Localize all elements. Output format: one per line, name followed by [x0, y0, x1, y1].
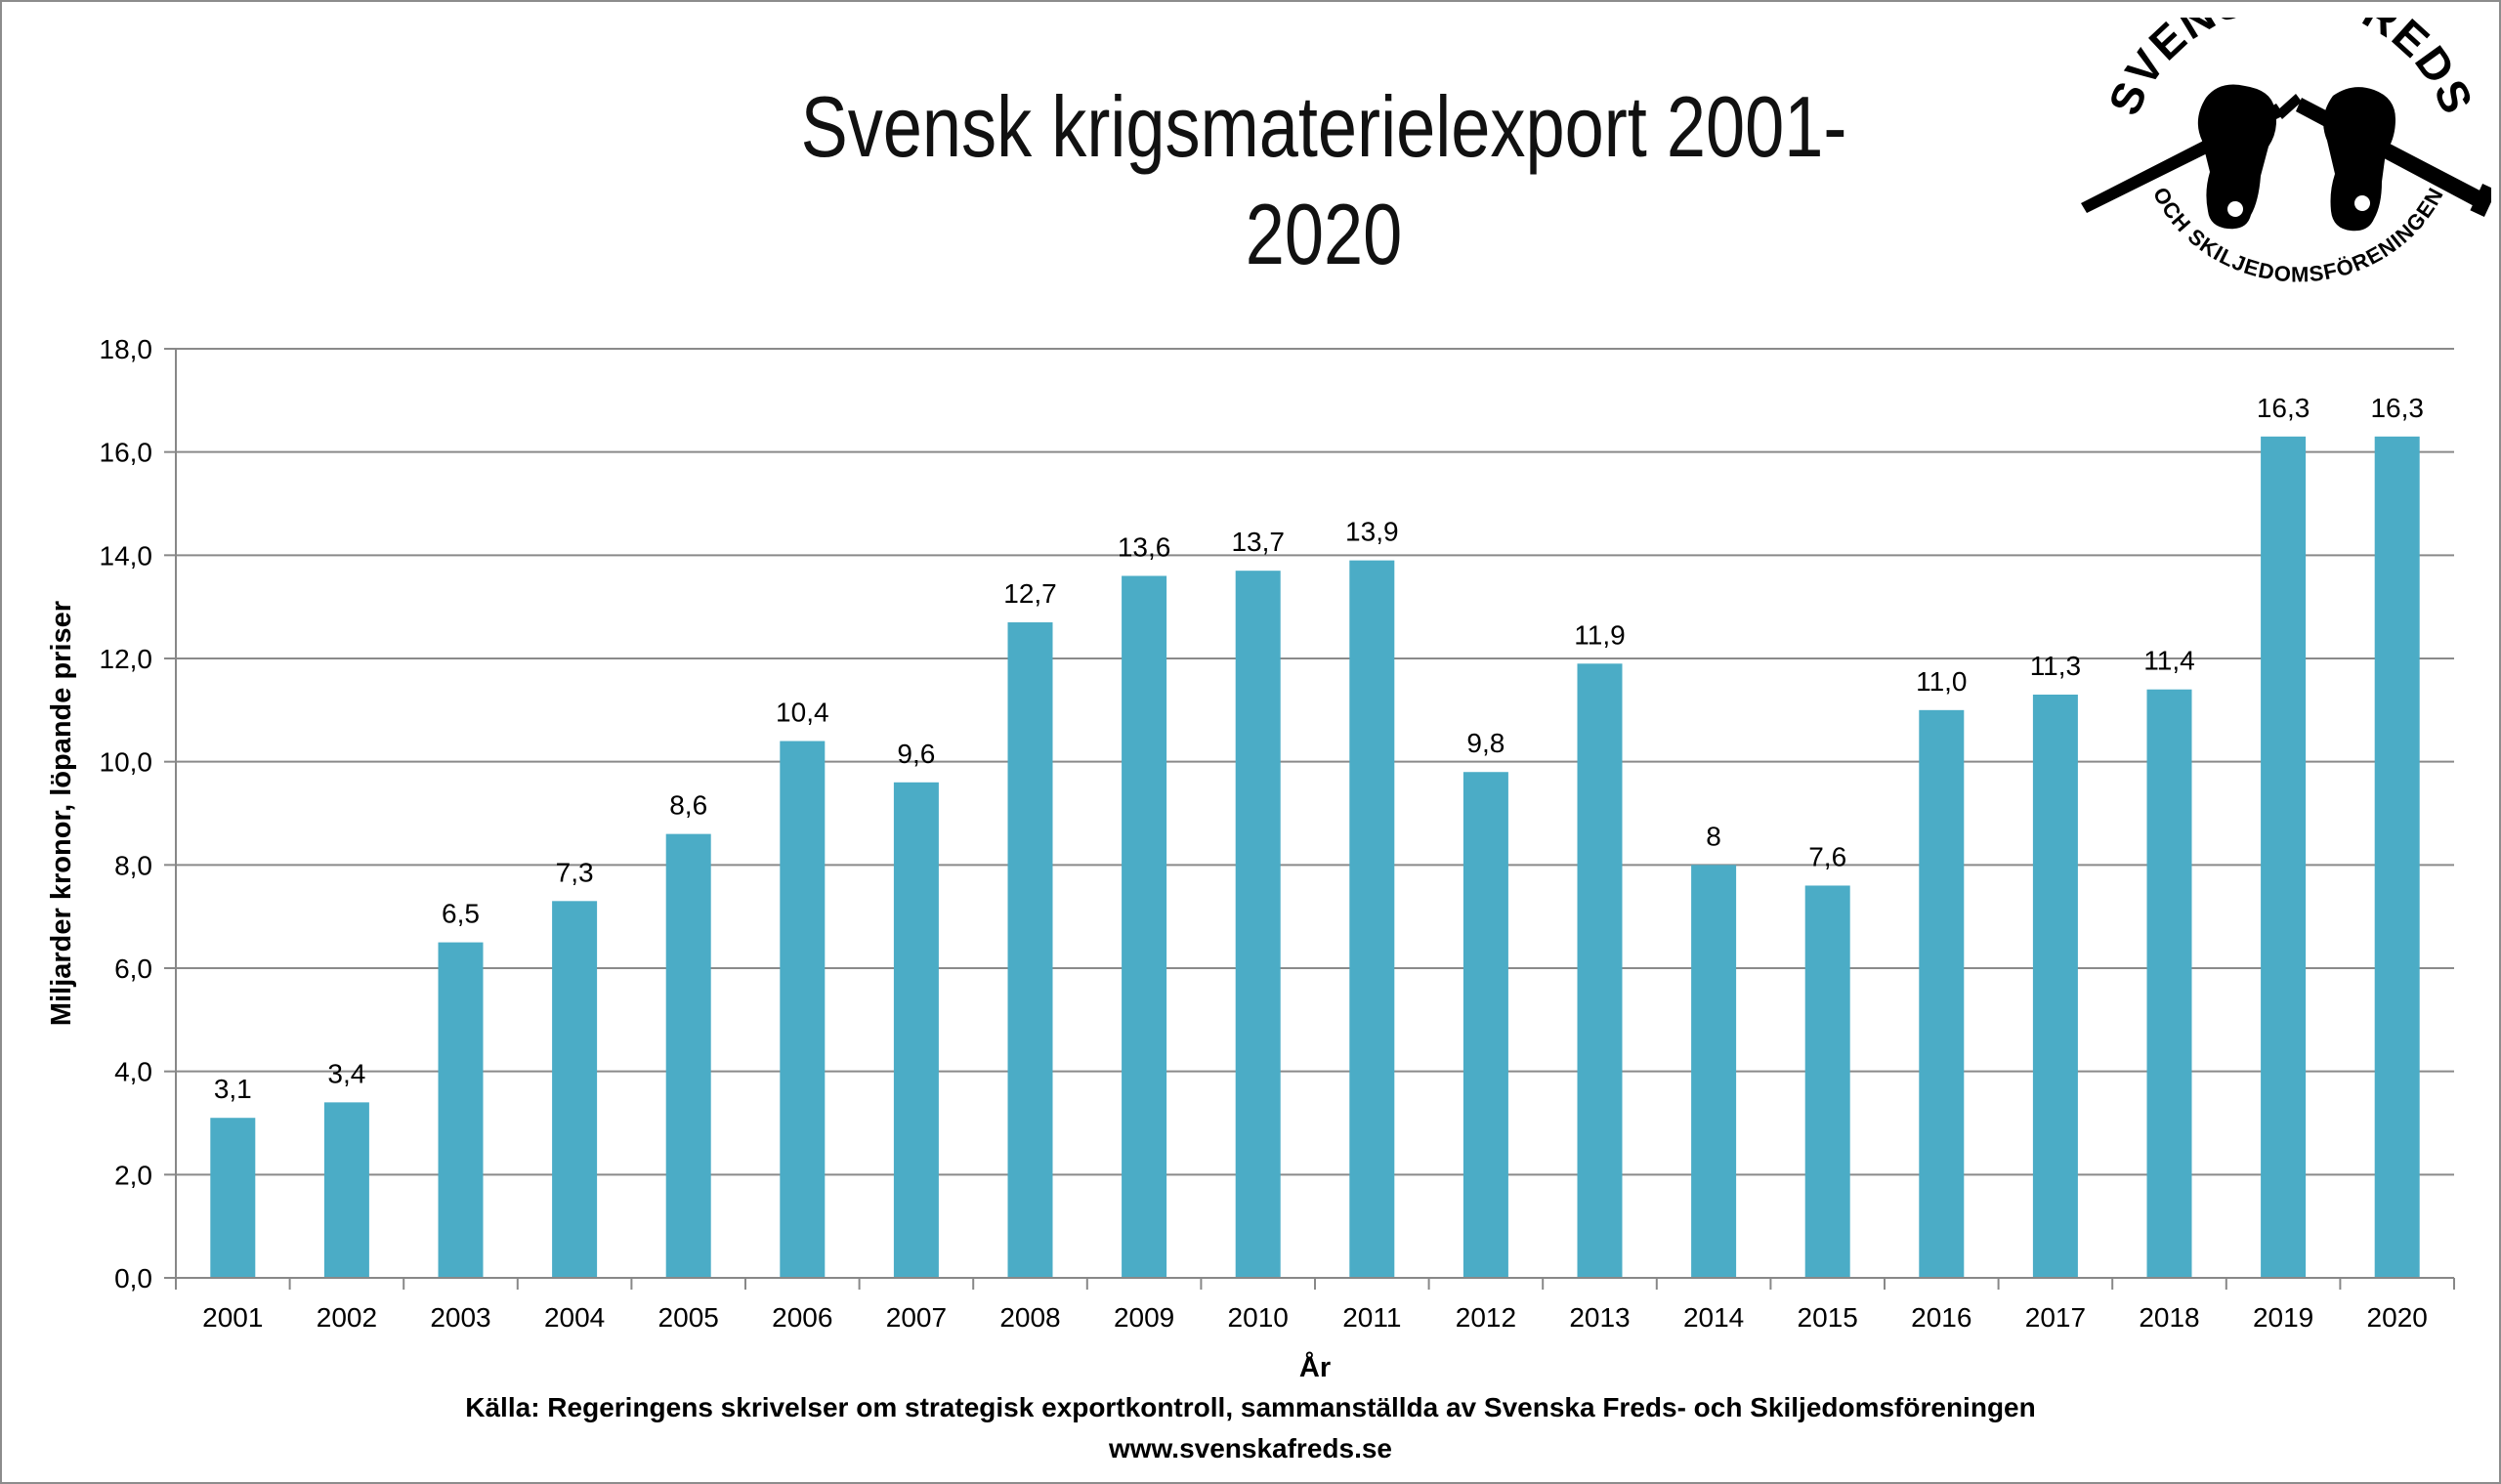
x-tick-label: 2003: [430, 1302, 490, 1333]
bar-2001: [210, 1118, 256, 1278]
bar-2020: [2374, 436, 2420, 1279]
data-label-2004: 7,3: [556, 857, 594, 887]
bars: [210, 436, 2420, 1279]
x-tick-label: 2002: [317, 1302, 377, 1333]
y-tick-label: 16,0: [100, 438, 153, 468]
bar-2008: [1007, 622, 1053, 1278]
bar-2017: [2032, 694, 2078, 1278]
bar-2016: [1919, 709, 1965, 1278]
x-tick-label: 2004: [544, 1302, 605, 1333]
data-label-2014: 8: [1706, 821, 1721, 851]
data-label-2018: 11,4: [2143, 646, 2194, 676]
x-tick-label: 2009: [1114, 1302, 1174, 1333]
x-tick-label: 2019: [2253, 1302, 2313, 1333]
bar-2010: [1235, 571, 1281, 1278]
data-label-2013: 11,9: [1574, 619, 1625, 650]
bar-2018: [2146, 689, 2192, 1278]
y-tick-label: 12,0: [100, 644, 153, 674]
data-label-2005: 8,6: [669, 790, 707, 821]
x-tick-label: 2005: [658, 1302, 719, 1333]
data-label-2002: 3,4: [327, 1058, 365, 1088]
y-tick-label: 14,0: [100, 540, 153, 571]
data-label-2011: 13,9: [1345, 517, 1399, 547]
y-tick-label: 18,0: [100, 334, 153, 364]
data-label-2017: 11,3: [2030, 651, 2081, 681]
x-axis-title: År: [1299, 1351, 1331, 1383]
data-label-2008: 12,7: [1003, 578, 1057, 609]
x-tick-label: 2012: [1456, 1302, 1516, 1333]
data-label-2020: 16,3: [2370, 393, 2424, 423]
y-tick-label: 10,0: [100, 747, 153, 778]
data-label-2001: 3,1: [214, 1074, 252, 1104]
x-tick-label: 2017: [2025, 1302, 2086, 1333]
bar-2005: [665, 833, 711, 1278]
data-labels: 3,1 3,4 6,5 7,3 8,6 10,4 9,6 12,7 13,6 13,7 13,9 9,…: [214, 393, 2424, 1104]
x-tick-label: 2018: [2139, 1302, 2199, 1333]
y-tick-label: 0,0: [114, 1263, 152, 1293]
data-label-2009: 13,6: [1118, 531, 1171, 562]
x-tick-label: 2011: [1342, 1302, 1401, 1333]
bar-2002: [323, 1102, 369, 1278]
data-label-2003: 6,5: [442, 899, 480, 929]
y-axis-ticks: 0,0 2,0 4,0 6,0 8,0 10,0 12,0 14,0 16,0 18,0: [100, 334, 177, 1293]
x-tick-label: 2020: [2367, 1302, 2428, 1333]
hands-breaking-rifle-icon: [2081, 84, 2491, 232]
bar-2019: [2261, 436, 2307, 1279]
bar-2003: [438, 942, 484, 1278]
bar-2013: [1577, 663, 1623, 1278]
y-tick-label: 6,0: [114, 954, 152, 984]
x-tick-label: 2015: [1798, 1302, 1858, 1333]
logo: SVENSKA FREDS OCH SKILJEDOMSFÖRENINGEN: [2081, 18, 2491, 286]
data-label-2019: 16,3: [2257, 393, 2310, 423]
y-axis-title: Miljarder kronor, löpande priser: [46, 601, 77, 1026]
data-label-2006: 10,4: [776, 698, 829, 728]
data-label-2012: 9,8: [1466, 728, 1505, 758]
x-tick-label: 2013: [1569, 1302, 1630, 1333]
bar-2012: [1462, 772, 1508, 1278]
bar-2011: [1349, 560, 1395, 1278]
y-tick-label: 8,0: [114, 850, 152, 880]
x-tick-label: 2001: [202, 1302, 263, 1333]
x-tick-label: 2016: [1911, 1302, 1971, 1333]
bar-2009: [1122, 575, 1167, 1278]
website-url: www.svenskafreds.se: [1108, 1433, 1392, 1463]
bar-2015: [1804, 885, 1850, 1278]
bar-2007: [893, 782, 939, 1278]
data-label-2015: 7,6: [1808, 841, 1846, 871]
gridlines: [176, 348, 2454, 1176]
x-tick-label: 2008: [999, 1302, 1060, 1333]
source-note: Källa: Regeringens skrivelser om strateg…: [465, 1392, 2036, 1422]
chart-title: Svensk krigsmaterielexport 2001-2020: [800, 78, 1847, 282]
x-tick-label: 2010: [1228, 1302, 1289, 1333]
data-label-2016: 11,0: [1916, 666, 1967, 697]
bar-2004: [552, 901, 598, 1278]
x-tick-label: 2006: [772, 1302, 832, 1333]
data-label-2010: 13,7: [1231, 527, 1285, 557]
y-tick-label: 4,0: [114, 1057, 152, 1087]
x-tick-label: 2014: [1683, 1302, 1744, 1333]
bar-2014: [1691, 865, 1737, 1278]
bar-2006: [780, 741, 826, 1278]
x-axis-ticks: 2001 2002 2003 2004 2005 2006 2007 2008 2009 2010…: [175, 1278, 2455, 1333]
x-tick-label: 2007: [886, 1302, 947, 1333]
data-label-2007: 9,6: [897, 739, 935, 769]
y-tick-label: 2,0: [114, 1160, 152, 1190]
